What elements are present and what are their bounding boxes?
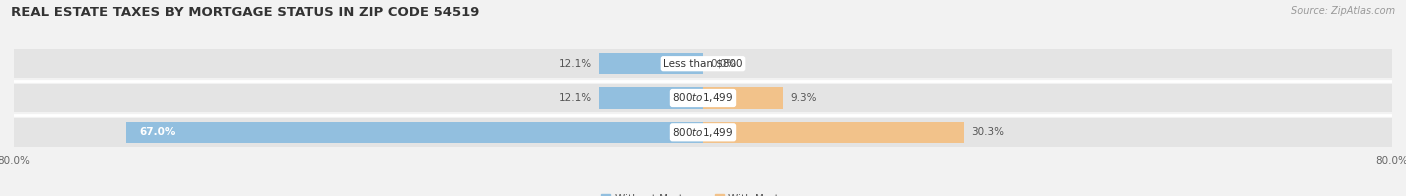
Text: 67.0%: 67.0% (139, 127, 176, 137)
Text: REAL ESTATE TAXES BY MORTGAGE STATUS IN ZIP CODE 54519: REAL ESTATE TAXES BY MORTGAGE STATUS IN … (11, 6, 479, 19)
Bar (127, 122, 703, 143)
Text: 30.3%: 30.3% (970, 127, 1004, 137)
Text: 0.0%: 0.0% (710, 59, 737, 69)
Bar (14, 84, 1392, 113)
Text: 12.1%: 12.1% (558, 59, 592, 69)
Bar (703, 122, 965, 143)
Text: $800 to $1,499: $800 to $1,499 (672, 92, 734, 104)
Text: Source: ZipAtlas.com: Source: ZipAtlas.com (1291, 6, 1395, 16)
Text: 9.3%: 9.3% (790, 93, 817, 103)
Bar (703, 87, 783, 109)
Text: 12.1%: 12.1% (558, 93, 592, 103)
Bar (599, 87, 703, 109)
Text: $800 to $1,499: $800 to $1,499 (672, 126, 734, 139)
Bar (14, 49, 1392, 78)
Bar (599, 53, 703, 74)
Text: Less than $800: Less than $800 (664, 59, 742, 69)
Legend: Without Mortgage, With Mortgage: Without Mortgage, With Mortgage (598, 190, 808, 196)
Bar (14, 118, 1392, 147)
